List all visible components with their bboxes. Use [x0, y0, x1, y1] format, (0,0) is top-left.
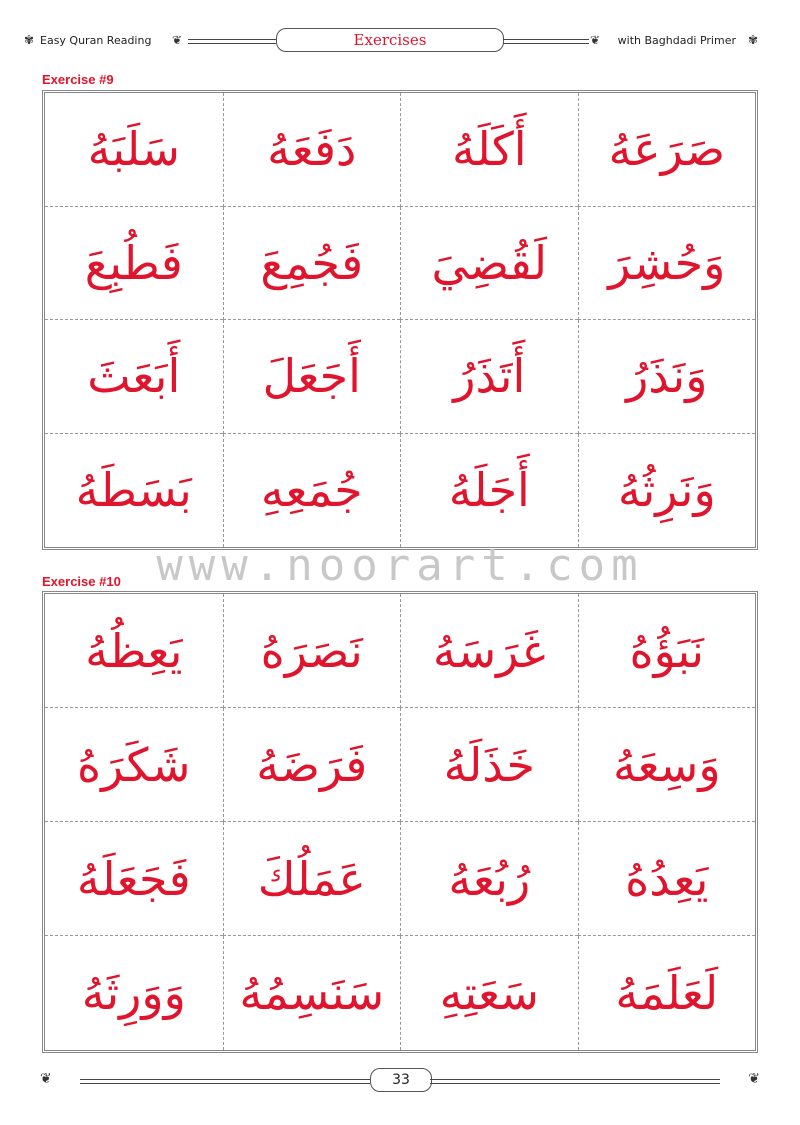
page-number: 33: [370, 1068, 432, 1092]
header-right-text: with Baghdadi Primer: [617, 34, 736, 47]
header-left-text: Easy Quran Reading: [40, 34, 152, 47]
word-cell: يَعِدُهُ: [577, 822, 755, 936]
word-cell: سَلَبَهُ: [45, 93, 223, 207]
word-cell: جُمَعِهِ: [222, 433, 401, 547]
word-cell: وَوَرِثَهُ: [81, 966, 186, 1020]
word-cell: أَكَلَهُ: [400, 93, 578, 207]
word-cell: وَنَذَرُ: [577, 320, 755, 434]
word-cell: عَمَلُكَ: [222, 822, 400, 936]
word-cell: شَكَرَهُ: [45, 708, 223, 822]
word-cell: نَبَؤُهُ: [577, 594, 755, 708]
word-cell: أَبَعَثَ: [45, 320, 223, 434]
ornament-icon: ❦: [590, 33, 601, 47]
word-cell: رُبُعَهُ: [400, 822, 578, 936]
word-cell: صَرَعَهُ: [577, 93, 755, 207]
ornament-icon: ❦: [40, 1071, 52, 1087]
watermark: www.noorart.com: [156, 540, 644, 591]
page-title: Exercises: [276, 28, 504, 52]
divider: [188, 39, 276, 44]
page-header: ✾ Easy Quran Reading ❦ Exercises ❦ with …: [0, 26, 800, 56]
divider: [430, 1079, 720, 1084]
word-cell: سَعَتِهِ: [400, 936, 578, 1050]
word-cell: لَقُضِيَ: [400, 206, 578, 320]
word-cell: فَجَعَلَهُ: [45, 822, 223, 936]
word-cell: دَفَعَهُ: [222, 93, 400, 207]
ornament-icon: ❦: [748, 1071, 760, 1087]
divider: [80, 1079, 370, 1084]
divider: [503, 39, 589, 44]
word-cell: فَطُبِعَ: [45, 207, 223, 320]
word-cell: لَعَلَمَهُ: [577, 936, 756, 1050]
word-cell: وَحُشِرَ: [577, 206, 755, 320]
word-cell: بَسَطَهُ: [75, 463, 192, 518]
word-cell: خَذَلَهُ: [400, 708, 578, 822]
exercise-10-grid: نَبَؤُهُ غَرَسَهُ نَصَرَهُ يَعِظُهُ وَسِعَهُ…: [42, 591, 758, 1053]
word-cell: سَنَسِمُهُ: [222, 936, 401, 1050]
exercise-10-label: Exercise #10: [42, 574, 121, 589]
page-footer: ❦ 33 ❦: [40, 1068, 760, 1092]
word-cell: أَجَعَلَ: [222, 320, 400, 434]
ornament-icon: ❦: [172, 33, 183, 47]
exercise-9-label: Exercise #9: [42, 72, 114, 87]
word-cell: يَعِظُهُ: [45, 594, 223, 708]
ornament-icon: ✾: [747, 33, 758, 47]
word-cell: نَصَرَهُ: [222, 594, 400, 708]
word-cell: فَرَضَهُ: [222, 708, 400, 822]
word-cell: غَرَسَهُ: [400, 594, 578, 708]
word-cell: أَتَذَرُ: [400, 320, 578, 434]
word-cell: وَنَرِثُهُ: [577, 433, 756, 547]
exercise-9-grid: صَرَعَهُ أَكَلَهُ دَفَعَهُ سَلَبَهُ وَحُشِرَ…: [42, 90, 758, 550]
word-cell: فَجُمِعَ: [222, 206, 400, 320]
word-cell: أَجَلَهُ: [400, 433, 578, 547]
word-cell: وَسِعَهُ: [577, 708, 755, 822]
ornament-icon: ✾: [24, 33, 35, 47]
